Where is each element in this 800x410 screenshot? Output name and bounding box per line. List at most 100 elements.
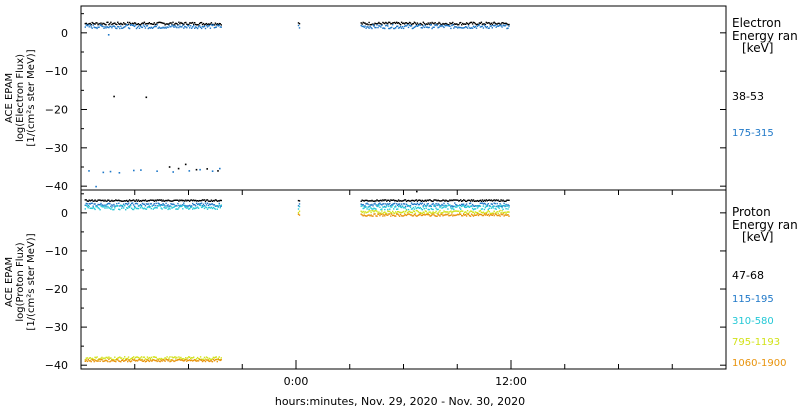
data-point [114,200,116,202]
data-point [402,210,405,213]
data-point [201,358,204,361]
data-point [84,208,86,210]
data-point [449,199,451,201]
data-point [146,203,149,205]
outlier-point [118,172,121,174]
data-point [444,204,446,207]
data-point [108,207,110,209]
data-point [425,213,427,216]
data-point [200,358,203,360]
proton-y-axis: 0−10−20−30−40 [45,193,726,372]
data-point [220,26,222,28]
data-point [464,205,466,207]
data-point [505,203,507,206]
data-point [145,25,148,27]
data-point [146,356,149,358]
data-point [400,21,403,23]
data-point [499,215,501,217]
data-point [482,27,485,29]
data-point [498,210,500,213]
data-point [201,206,204,208]
data-point [373,213,375,215]
data-point [440,200,442,202]
data-point [196,356,199,359]
data-point [447,211,449,213]
data-point [112,209,114,211]
data-point [106,21,108,24]
data-point [456,204,458,206]
data-point [501,210,503,212]
data-point [436,24,438,27]
data-point [125,25,127,27]
data-point [128,359,131,361]
data-point [187,205,189,207]
data-point [204,206,207,208]
data-point [187,207,189,209]
data-point [90,199,92,202]
data-point [104,360,106,362]
data-point [405,209,408,211]
data-point [98,358,100,361]
data-point [386,204,388,206]
data-point [138,24,141,26]
data-point [179,205,181,208]
data-point [425,200,427,202]
data-point [104,207,106,209]
data-point [135,359,138,362]
outlier-point [102,171,105,174]
data-point [130,360,133,362]
data-point [214,22,217,24]
electron-legend-entry-38-53: 38-53 [732,90,764,103]
data-point [198,358,201,361]
data-point [399,24,402,26]
data-point [197,26,200,28]
data-point [103,206,105,208]
data-point [378,21,380,24]
data-point [362,25,364,27]
data-point [93,207,95,210]
data-point [402,215,405,217]
data-point [367,200,369,202]
data-point [393,22,395,24]
data-point [201,199,204,201]
data-point [141,358,144,361]
data-point [376,23,378,25]
data-point [473,200,476,202]
data-point [156,207,158,209]
data-point [422,211,424,213]
data-point [148,356,150,359]
data-point [427,26,429,29]
data-point [131,202,134,204]
data-point [379,202,381,204]
data-point [157,205,159,207]
data-point [440,205,442,207]
data-point [492,207,494,209]
data-point [170,22,172,24]
data-point [446,23,448,25]
data-point [109,200,111,203]
data-point [111,23,113,26]
x-axis-ticks: 0:00 12:00 [134,190,673,388]
data-point [458,210,460,212]
data-point [192,208,194,210]
data-point [170,359,172,361]
data-point [469,202,472,204]
data-point [487,27,489,29]
data-point [458,214,460,216]
data-point [486,205,488,207]
data-point [157,21,159,24]
data-point [209,27,212,29]
data-point [163,22,165,25]
data-point [188,208,190,210]
data-point [421,202,423,204]
data-point [218,359,220,361]
data-point [473,205,476,207]
data-point [203,25,206,28]
data-point [112,200,114,202]
data-point [146,25,149,27]
data-point [379,25,381,27]
data-point [208,206,211,209]
data-point [419,22,421,25]
data-point [208,200,211,202]
data-point [95,200,97,202]
